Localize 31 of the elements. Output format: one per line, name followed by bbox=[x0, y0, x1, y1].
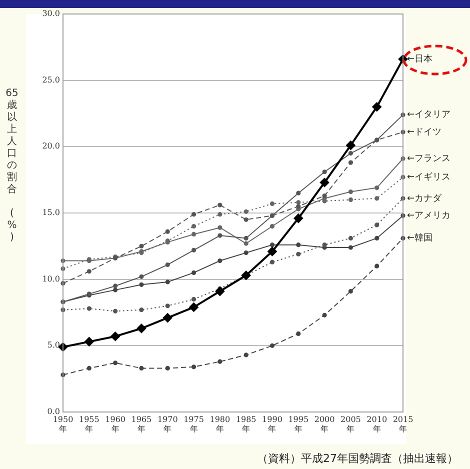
x-tick-label: 1955年 bbox=[78, 414, 100, 434]
x-tick-label: 1985年 bbox=[236, 414, 256, 434]
series-label: ←イギリス bbox=[407, 172, 451, 183]
x-tick-label: 1990年 bbox=[262, 414, 282, 434]
text: （資料）平成27年国勢調査（抽出速報） bbox=[257, 451, 458, 466]
text: 65歳以上人口の割合 (%) bbox=[6, 88, 18, 243]
series-label: ←韓国 bbox=[407, 232, 433, 244]
series-label: ←ドイツ bbox=[407, 127, 442, 138]
y-tick-label: 5.0 bbox=[47, 340, 60, 350]
x-tick-label: 1980年 bbox=[210, 414, 230, 434]
y-tick-label: 0.0 bbox=[47, 407, 60, 416]
x-tick-label: 2005年 bbox=[340, 414, 361, 434]
y-tick-label: 20.0 bbox=[42, 142, 60, 151]
series-label: ←カナダ bbox=[407, 192, 443, 204]
series-label: ←日本 bbox=[407, 53, 433, 64]
x-tick-label: 1950年 bbox=[52, 414, 74, 434]
series-label: ←イタリア bbox=[407, 110, 451, 120]
x-tick-label: 1960年 bbox=[105, 414, 126, 434]
y-tick-label: 25.0 bbox=[42, 75, 60, 84]
series-label: ←フランス bbox=[407, 154, 451, 164]
x-tick-label: 1970年 bbox=[157, 414, 178, 434]
x-tick-label: 2015年 bbox=[392, 414, 414, 434]
x-tick-label: 2010年 bbox=[366, 414, 388, 434]
x-tick-label: 1975年 bbox=[184, 414, 204, 434]
y-tick-label: 15.0 bbox=[42, 208, 60, 218]
x-tick-label: 1995年 bbox=[288, 414, 309, 434]
y-tick-label: 30.0 bbox=[42, 9, 60, 18]
x-tick-label: 1965年 bbox=[131, 414, 152, 434]
x-tick-label: 2000年 bbox=[314, 414, 335, 434]
y-tick-label: 10.0 bbox=[42, 274, 60, 284]
series-label: ←アメリカ bbox=[407, 210, 451, 221]
